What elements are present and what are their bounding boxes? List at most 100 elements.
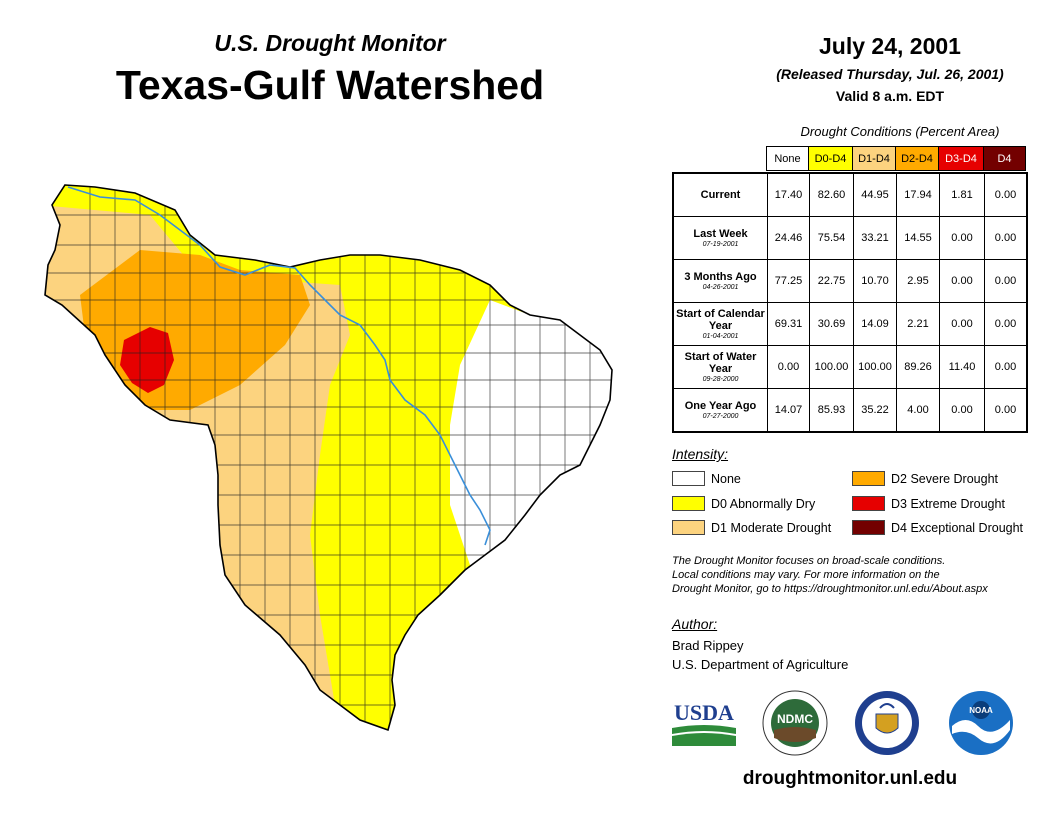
legend-item: D4 Exceptional Drought (852, 520, 1023, 535)
map-subtitle: U.S. Drought Monitor (214, 30, 446, 56)
table-cell: 14.09 (853, 302, 897, 346)
table-cell: 89.26 (896, 345, 940, 389)
noaa-logo-text: NOAA (969, 706, 993, 715)
legend-swatch (852, 471, 885, 486)
table-cell: 4.00 (896, 388, 940, 433)
table-row: One Year Ago 07-27-2000 14.07 85.93 35.22… (672, 388, 1028, 433)
noaa-logo: NOAA (949, 691, 1013, 755)
table-cell: 24.46 (767, 216, 810, 260)
table-cell: 0.00 (939, 302, 985, 346)
col-d2-d4: D2-D4 (895, 146, 939, 171)
table-cell: 82.60 (809, 172, 854, 217)
legend-label: D3 Extreme Drought (891, 496, 1005, 511)
row-label: Current (672, 172, 768, 217)
table-cell: 14.07 (767, 388, 810, 433)
table-row: Current 17.40 82.60 44.95 17.94 1.81 0.0… (672, 172, 1028, 217)
legend-swatch (672, 496, 705, 511)
table-cell: 14.55 (896, 216, 940, 260)
legend-item: None (672, 471, 741, 486)
table-cell: 0.00 (984, 388, 1028, 433)
map-title: Texas-Gulf Watershed (115, 62, 545, 108)
row-label-text: 3 Months Ago (684, 270, 757, 283)
ndmc-logo: NDMC (762, 690, 828, 756)
author-heading: Author: (672, 616, 718, 632)
table-cell: 17.94 (896, 172, 940, 217)
table-cell: 1.81 (939, 172, 985, 217)
col-d1-d4: D1-D4 (852, 146, 896, 171)
legend-label: D4 Exceptional Drought (891, 520, 1024, 535)
table-cell: 0.00 (984, 302, 1028, 346)
legend-title: Intensity: (672, 446, 729, 462)
table-cell: 2.95 (896, 259, 940, 303)
col-none: None (766, 146, 809, 171)
d3-region (120, 327, 174, 393)
legend-swatch (672, 471, 705, 486)
col-d3-d4: D3-D4 (938, 146, 984, 171)
row-label-text: Current (700, 189, 741, 201)
legend-label: D2 Severe Drought (891, 471, 999, 486)
drought-map (44, 184, 613, 732)
table-cell: 0.00 (984, 345, 1028, 389)
table-cell: 35.22 (853, 388, 897, 433)
row-label: 3 Months Ago 04-26-2001 (672, 259, 768, 303)
footer-url[interactable]: droughtmonitor.unl.edu (742, 768, 958, 789)
table-cell: 0.00 (767, 345, 810, 389)
table-row: Start of Water Year 09-28-2000 0.00 100.0… (672, 345, 1028, 389)
row-label-text: Last Week (693, 227, 748, 240)
table-cell: 33.21 (853, 216, 897, 260)
table-cell: 0.00 (984, 216, 1028, 260)
note-line: Drought Monitor, go to https://droughtmo… (672, 583, 988, 595)
table-cell: 100.00 (853, 345, 897, 389)
table-cell: 69.31 (767, 302, 810, 346)
legend-item: D1 Moderate Drought (672, 520, 831, 535)
table-cell: 77.25 (767, 259, 810, 303)
col-d4: D4 (983, 146, 1026, 171)
table-cell: 0.00 (939, 259, 985, 303)
row-label: One Year Ago 07-27-2000 (672, 388, 768, 433)
table-cell: 2.21 (896, 302, 940, 346)
legend-swatch (672, 520, 705, 535)
table-row: Start of Calendar Year 01-04-2001 69.31 3… (672, 302, 1028, 346)
table-row: 3 Months Ago 04-26-2001 77.25 22.75 10.70… (672, 259, 1028, 303)
disclaimer-note: The Drought Monitor focuses on broad-sca… (672, 554, 1047, 596)
table-cell: 30.69 (809, 302, 854, 346)
table-header: None D0-D4 D1-D4 D2-D4 D3-D4 D4 (766, 146, 1026, 171)
river (67, 186, 491, 546)
usda-logo-text: USDA (674, 700, 734, 725)
table-row: Last Week 07-19-2001 24.46 75.54 33.21 14… (672, 216, 1028, 260)
release-date: (Released Thursday, Jul. 26, 2001) (776, 66, 1004, 82)
table-cell: 85.93 (809, 388, 854, 433)
table-cell: 0.00 (984, 259, 1028, 303)
legend-swatch (852, 496, 885, 511)
legend-item: D2 Severe Drought (852, 471, 998, 486)
row-date: 07-27-2000 (702, 412, 739, 420)
table-cell: 44.95 (853, 172, 897, 217)
valid-time: Valid 8 a.m. EDT (835, 88, 945, 104)
author-name: Brad Rippey (672, 638, 744, 653)
row-label: Last Week 07-19-2001 (672, 216, 768, 260)
row-label: Start of Water Year 09-28-2000 (672, 345, 768, 389)
col-d0-d4: D0-D4 (808, 146, 853, 171)
table-cell: 0.00 (939, 388, 985, 433)
row-date: 01-04-2001 (702, 332, 739, 340)
row-label-text: Start of Calendar Year (676, 307, 765, 332)
legend-item: D0 Abnormally Dry (672, 496, 815, 511)
legend-item: D3 Extreme Drought (852, 496, 1005, 511)
legend-swatch (852, 520, 885, 535)
row-label-text: One Year Ago (684, 399, 757, 412)
legend-label: None (711, 471, 741, 486)
table-cell: 11.40 (939, 345, 985, 389)
table-cell: 22.75 (809, 259, 854, 303)
note-line: The Drought Monitor focuses on broad-sca… (672, 555, 946, 567)
table-cell: 0.00 (984, 172, 1028, 217)
table-cell: 0.00 (939, 216, 985, 260)
ndmc-logo-text: NDMC (777, 712, 813, 726)
author-org: U.S. Department of Agriculture (672, 657, 849, 672)
table-cell: 17.40 (767, 172, 810, 217)
table-cell: 100.00 (809, 345, 854, 389)
map-date: July 24, 2001 (819, 33, 961, 59)
row-date: 04-26-2001 (702, 283, 739, 291)
row-label: Start of Calendar Year 01-04-2001 (672, 302, 768, 346)
usda-logo: USDA (672, 700, 736, 746)
row-date: 07-19-2001 (702, 240, 739, 248)
